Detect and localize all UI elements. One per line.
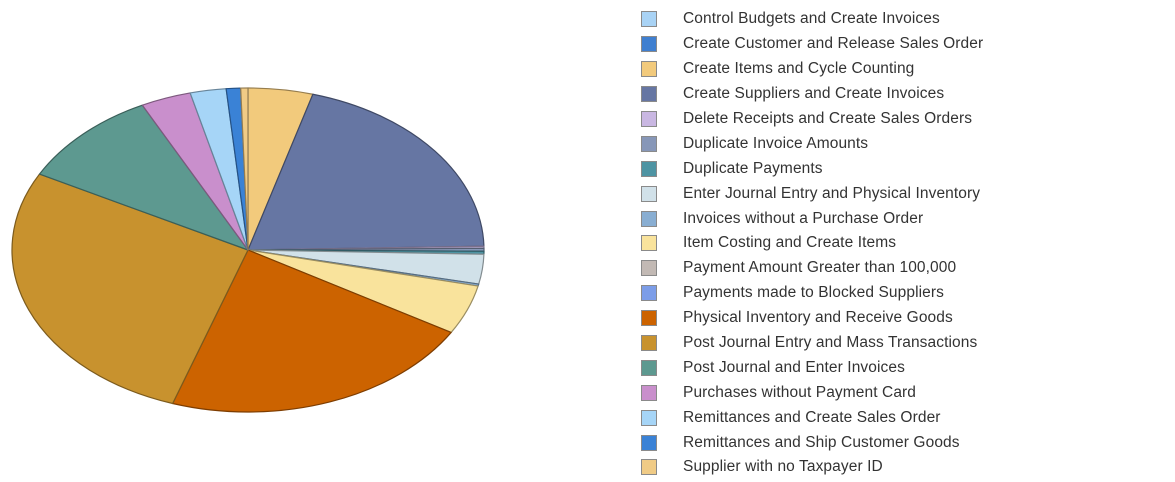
- legend-swatch: [641, 384, 657, 401]
- legend-item: Control Budgets and Create Invoices: [641, 7, 1171, 32]
- legend-label: Create Items and Cycle Counting: [683, 60, 915, 78]
- legend-swatch: [641, 210, 657, 227]
- legend-label: Purchases without Payment Card: [683, 383, 917, 401]
- legend-swatch: [641, 310, 657, 327]
- legend-item: Purchases without Payment Card: [641, 380, 1171, 405]
- legend: Control Budgets and Create Invoices Creat…: [641, 7, 1171, 480]
- legend-swatch: [641, 111, 657, 127]
- legend-label: Enter Journal Entry and Physical Invento…: [683, 184, 981, 202]
- legend-label: Remittances and Ship Customer Goods: [683, 433, 960, 451]
- legend-swatch: [641, 285, 657, 302]
- legend-label: Duplicate Invoice Amounts: [683, 134, 869, 152]
- legend-swatch: [641, 11, 657, 28]
- legend-swatch: [641, 459, 657, 476]
- legend-label: Physical Inventory and Receive Goods: [683, 309, 953, 327]
- legend-label: Item Costing and Create Items: [683, 234, 897, 252]
- legend-item: Create Items and Cycle Counting: [641, 57, 1171, 82]
- pie-slice-13: [11, 173, 249, 405]
- legend-item: Duplicate Invoice Amounts: [641, 131, 1171, 156]
- legend-label: Remittances and Create Sales Order: [683, 408, 941, 426]
- legend-swatch: [641, 434, 657, 451]
- legend-item: Item Costing and Create Items: [641, 231, 1171, 256]
- legend-label: Create Customer and Release Sales Order: [683, 35, 984, 53]
- legend-item: Post Journal and Enter Invoices: [641, 355, 1171, 380]
- legend-label: Invoices without a Purchase Order: [683, 209, 924, 227]
- legend-swatch: [641, 359, 657, 376]
- legend-swatch: [641, 135, 657, 152]
- legend-item: Payments made to Blocked Suppliers: [641, 281, 1171, 306]
- legend-item: Duplicate Payments: [641, 156, 1171, 181]
- legend-item: Physical Inventory and Receive Goods: [641, 306, 1171, 331]
- legend-item: Remittances and Ship Customer Goods: [641, 430, 1171, 455]
- legend-swatch: [641, 409, 657, 426]
- legend-item: Create Customer and Release Sales Order: [641, 32, 1171, 57]
- legend-item: Post Journal Entry and Mass Transactions: [641, 331, 1171, 356]
- legend-swatch: [641, 86, 657, 103]
- legend-label: Control Budgets and Create Invoices: [683, 10, 940, 28]
- legend-item: Remittances and Create Sales Order: [641, 405, 1171, 430]
- legend-item: Invoices without a Purchase Order: [641, 206, 1171, 231]
- legend-swatch: [641, 335, 657, 352]
- legend-item: Payment Amount Greater than 100,000: [641, 256, 1171, 281]
- legend-label: Post Journal Entry and Mass Transactions: [683, 334, 978, 352]
- legend-swatch: [641, 36, 657, 53]
- legend-label: Supplier with no Taxpayer ID: [683, 458, 883, 476]
- pie-plot-area: [11, 87, 485, 413]
- pie-slice-12: [172, 249, 452, 413]
- legend-swatch: [641, 235, 657, 252]
- legend-item: Supplier with no Taxpayer ID: [641, 455, 1171, 480]
- pie-slice-3: [247, 93, 485, 251]
- legend-swatch: [641, 61, 657, 78]
- legend-item: Create Suppliers and Create Invoices: [641, 82, 1171, 107]
- legend-label: Duplicate Payments: [683, 159, 823, 177]
- legend-label: Payments made to Blocked Suppliers: [683, 284, 945, 302]
- pie-slice-18: [240, 87, 249, 251]
- legend-label: Delete Receipts and Create Sales Orders: [683, 110, 973, 127]
- legend-swatch: [641, 260, 657, 277]
- legend-swatch: [641, 185, 657, 202]
- legend-swatch: [641, 160, 657, 177]
- pie-slices: [11, 87, 485, 413]
- legend-item: Enter Journal Entry and Physical Invento…: [641, 181, 1171, 206]
- legend-label: Payment Amount Greater than 100,000: [683, 259, 957, 277]
- legend-label: Create Suppliers and Create Invoices: [683, 85, 945, 103]
- legend-label: Post Journal and Enter Invoices: [683, 358, 905, 376]
- legend-item: Delete Receipts and Create Sales Orders: [641, 107, 1171, 132]
- pie-slice-14: [38, 104, 249, 251]
